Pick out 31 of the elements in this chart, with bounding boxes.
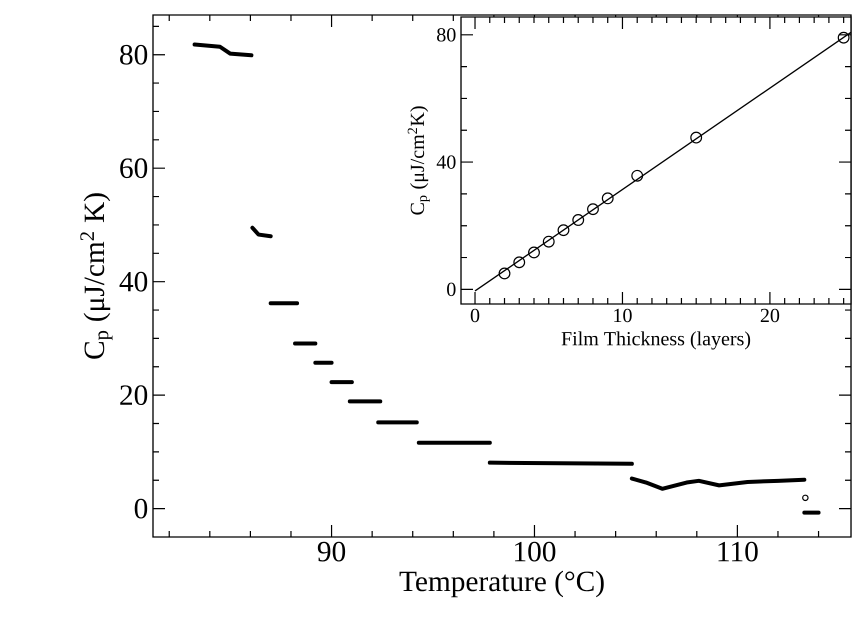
x-tick-label: 10 xyxy=(614,308,632,322)
x-axis-title: Temperature (°C) xyxy=(400,570,604,598)
y-tick-label: 40 xyxy=(120,272,148,292)
point xyxy=(602,192,614,204)
point xyxy=(542,236,555,248)
y-tick-label: 60 xyxy=(120,158,148,178)
y-tick-label: 0 xyxy=(447,282,456,296)
point xyxy=(498,268,510,280)
x-tick-label: 110 xyxy=(718,542,758,562)
y-tick-label: 40 xyxy=(436,155,456,169)
line-series xyxy=(192,42,254,58)
point xyxy=(513,256,526,268)
y-axis-title: C$_{p}$ (μJ/cm$^{2}$ K) xyxy=(80,193,112,359)
point xyxy=(587,203,599,216)
x-axis-title: Film Thickness (layers) xyxy=(562,331,750,350)
y-tick-label: 80 xyxy=(437,28,456,42)
y-tick-label: 80 xyxy=(120,44,148,65)
point xyxy=(631,170,644,182)
x-tick-label: 20 xyxy=(760,308,780,322)
y-axis-title: C$_{p}$ (μJ/cm$^{2}$K) xyxy=(408,106,430,215)
y-tick-label: 20 xyxy=(120,385,148,406)
line-series xyxy=(630,476,806,491)
point xyxy=(572,214,584,226)
point xyxy=(690,132,702,144)
x-tick-label: 0 xyxy=(470,308,480,322)
x-tick-label: 100 xyxy=(515,542,556,562)
y-tick-label: 0 xyxy=(134,498,148,519)
point xyxy=(558,224,570,236)
point xyxy=(528,246,540,258)
x-tick-label: 90 xyxy=(318,542,346,562)
point xyxy=(838,32,850,44)
